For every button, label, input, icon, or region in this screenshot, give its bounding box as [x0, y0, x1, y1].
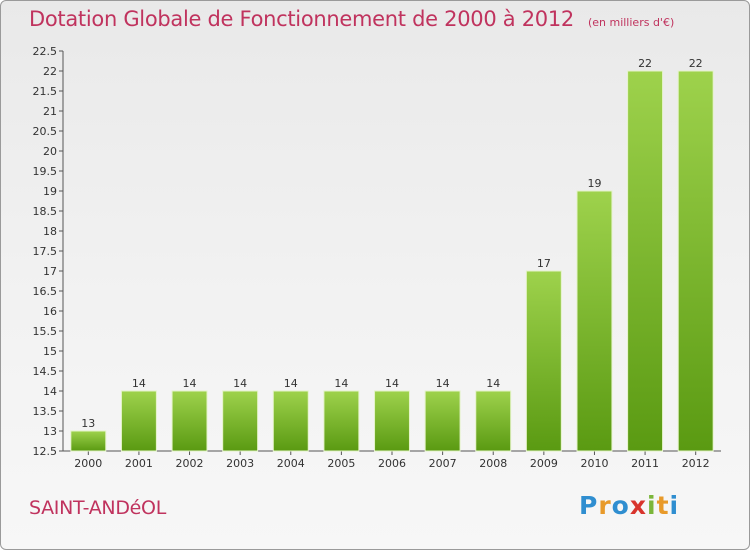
chart-title: Dotation Globale de Fonctionnement de 20… [29, 7, 574, 31]
y-tick-label: 15 [43, 345, 57, 358]
axis-layer: 12.5 13 13.5 14 14.5 15 15.5 16 16.5 17 17.5 18 18.5… [33, 45, 721, 470]
y-tick-label: 19.5 [33, 165, 58, 178]
y-tick-label: 18 [43, 225, 57, 238]
value-label: 14 [183, 377, 197, 390]
y-tick-label: 14 [43, 385, 57, 398]
x-tick-label: 2009 [530, 457, 558, 470]
x-tick-label: 2000 [74, 457, 102, 470]
bar-2004 [272, 390, 309, 452]
y-tick-label: 21 [43, 105, 57, 118]
value-label: 22 [638, 57, 652, 70]
bar-layer [70, 70, 714, 452]
y-tick-label: 19 [43, 185, 57, 198]
y-tick-label: 14.5 [33, 365, 58, 378]
x-tick-label: 2002 [176, 457, 204, 470]
y-tick-label: 13.5 [33, 405, 58, 418]
bar-2006 [374, 390, 410, 452]
y-tick-label: 18.5 [33, 205, 58, 218]
city-name: SAINT-ANDéOL [29, 497, 166, 519]
value-label: 14 [132, 377, 146, 390]
y-tick-label: 15.5 [33, 325, 58, 338]
x-tick-label: 2004 [277, 457, 305, 470]
y-tick-label: 16 [43, 305, 57, 318]
bar-2005 [323, 390, 360, 452]
bar-2003 [222, 390, 259, 452]
y-tick-label: 22 [43, 65, 57, 78]
bar-2009 [525, 270, 562, 452]
x-tick-label: 2010 [580, 457, 608, 470]
value-label: 14 [334, 377, 348, 390]
bar-2008 [475, 390, 512, 452]
bar-2011 [627, 70, 664, 452]
x-tick-label: 2007 [429, 457, 457, 470]
chart-subtitle: (en milliers d'€) [587, 16, 675, 29]
y-tick-label: 13 [43, 425, 57, 438]
bar-2000 [70, 430, 107, 452]
value-label: 22 [689, 57, 703, 70]
logo-letter: i [669, 491, 680, 520]
x-tick-label: 2011 [631, 457, 659, 470]
bar-2010 [576, 190, 613, 452]
logo-letter: r [598, 491, 612, 520]
x-tick-label: 2012 [682, 457, 710, 470]
value-label: 13 [81, 417, 95, 430]
bar-2002 [171, 390, 208, 452]
bar-2012 [677, 70, 714, 452]
y-tick-label: 20 [43, 145, 57, 158]
value-label: 14 [436, 377, 450, 390]
logo-letter: t [656, 491, 670, 520]
y-tick-label: 20.5 [33, 125, 58, 138]
proxiti-logo: Proxiti [579, 491, 679, 520]
bar-2001 [120, 390, 157, 452]
value-label: 17 [537, 257, 551, 270]
x-tick-label: 2005 [327, 457, 355, 470]
logo-letter: x [629, 491, 647, 520]
y-tick-label: 22.5 [33, 45, 58, 58]
y-tick-label: 17.5 [33, 245, 58, 258]
y-tick-label: 21.5 [33, 85, 58, 98]
logo-letter: o [611, 491, 630, 520]
x-tick-label: 2008 [479, 457, 507, 470]
y-tick-label: 17 [43, 265, 57, 278]
x-tick-label: 2003 [226, 457, 254, 470]
logo-letter: P [579, 491, 599, 520]
title-row: Dotation Globale de Fonctionnement de 20… [29, 7, 674, 31]
value-label: 19 [587, 177, 601, 190]
value-label: 14 [486, 377, 500, 390]
y-tick-label: 12.5 [33, 445, 58, 458]
y-tick-label: 16.5 [33, 285, 58, 298]
value-label: 14 [385, 377, 399, 390]
label-layer: 13 14 14 14 14 14 14 14 14 17 19 22 22 [81, 57, 702, 430]
x-tick-label: 2006 [378, 457, 406, 470]
logo-letter: i [647, 491, 657, 520]
value-label: 14 [284, 377, 298, 390]
x-tick-label: 2001 [125, 457, 153, 470]
value-label: 14 [233, 377, 247, 390]
bar-2007 [424, 390, 461, 452]
